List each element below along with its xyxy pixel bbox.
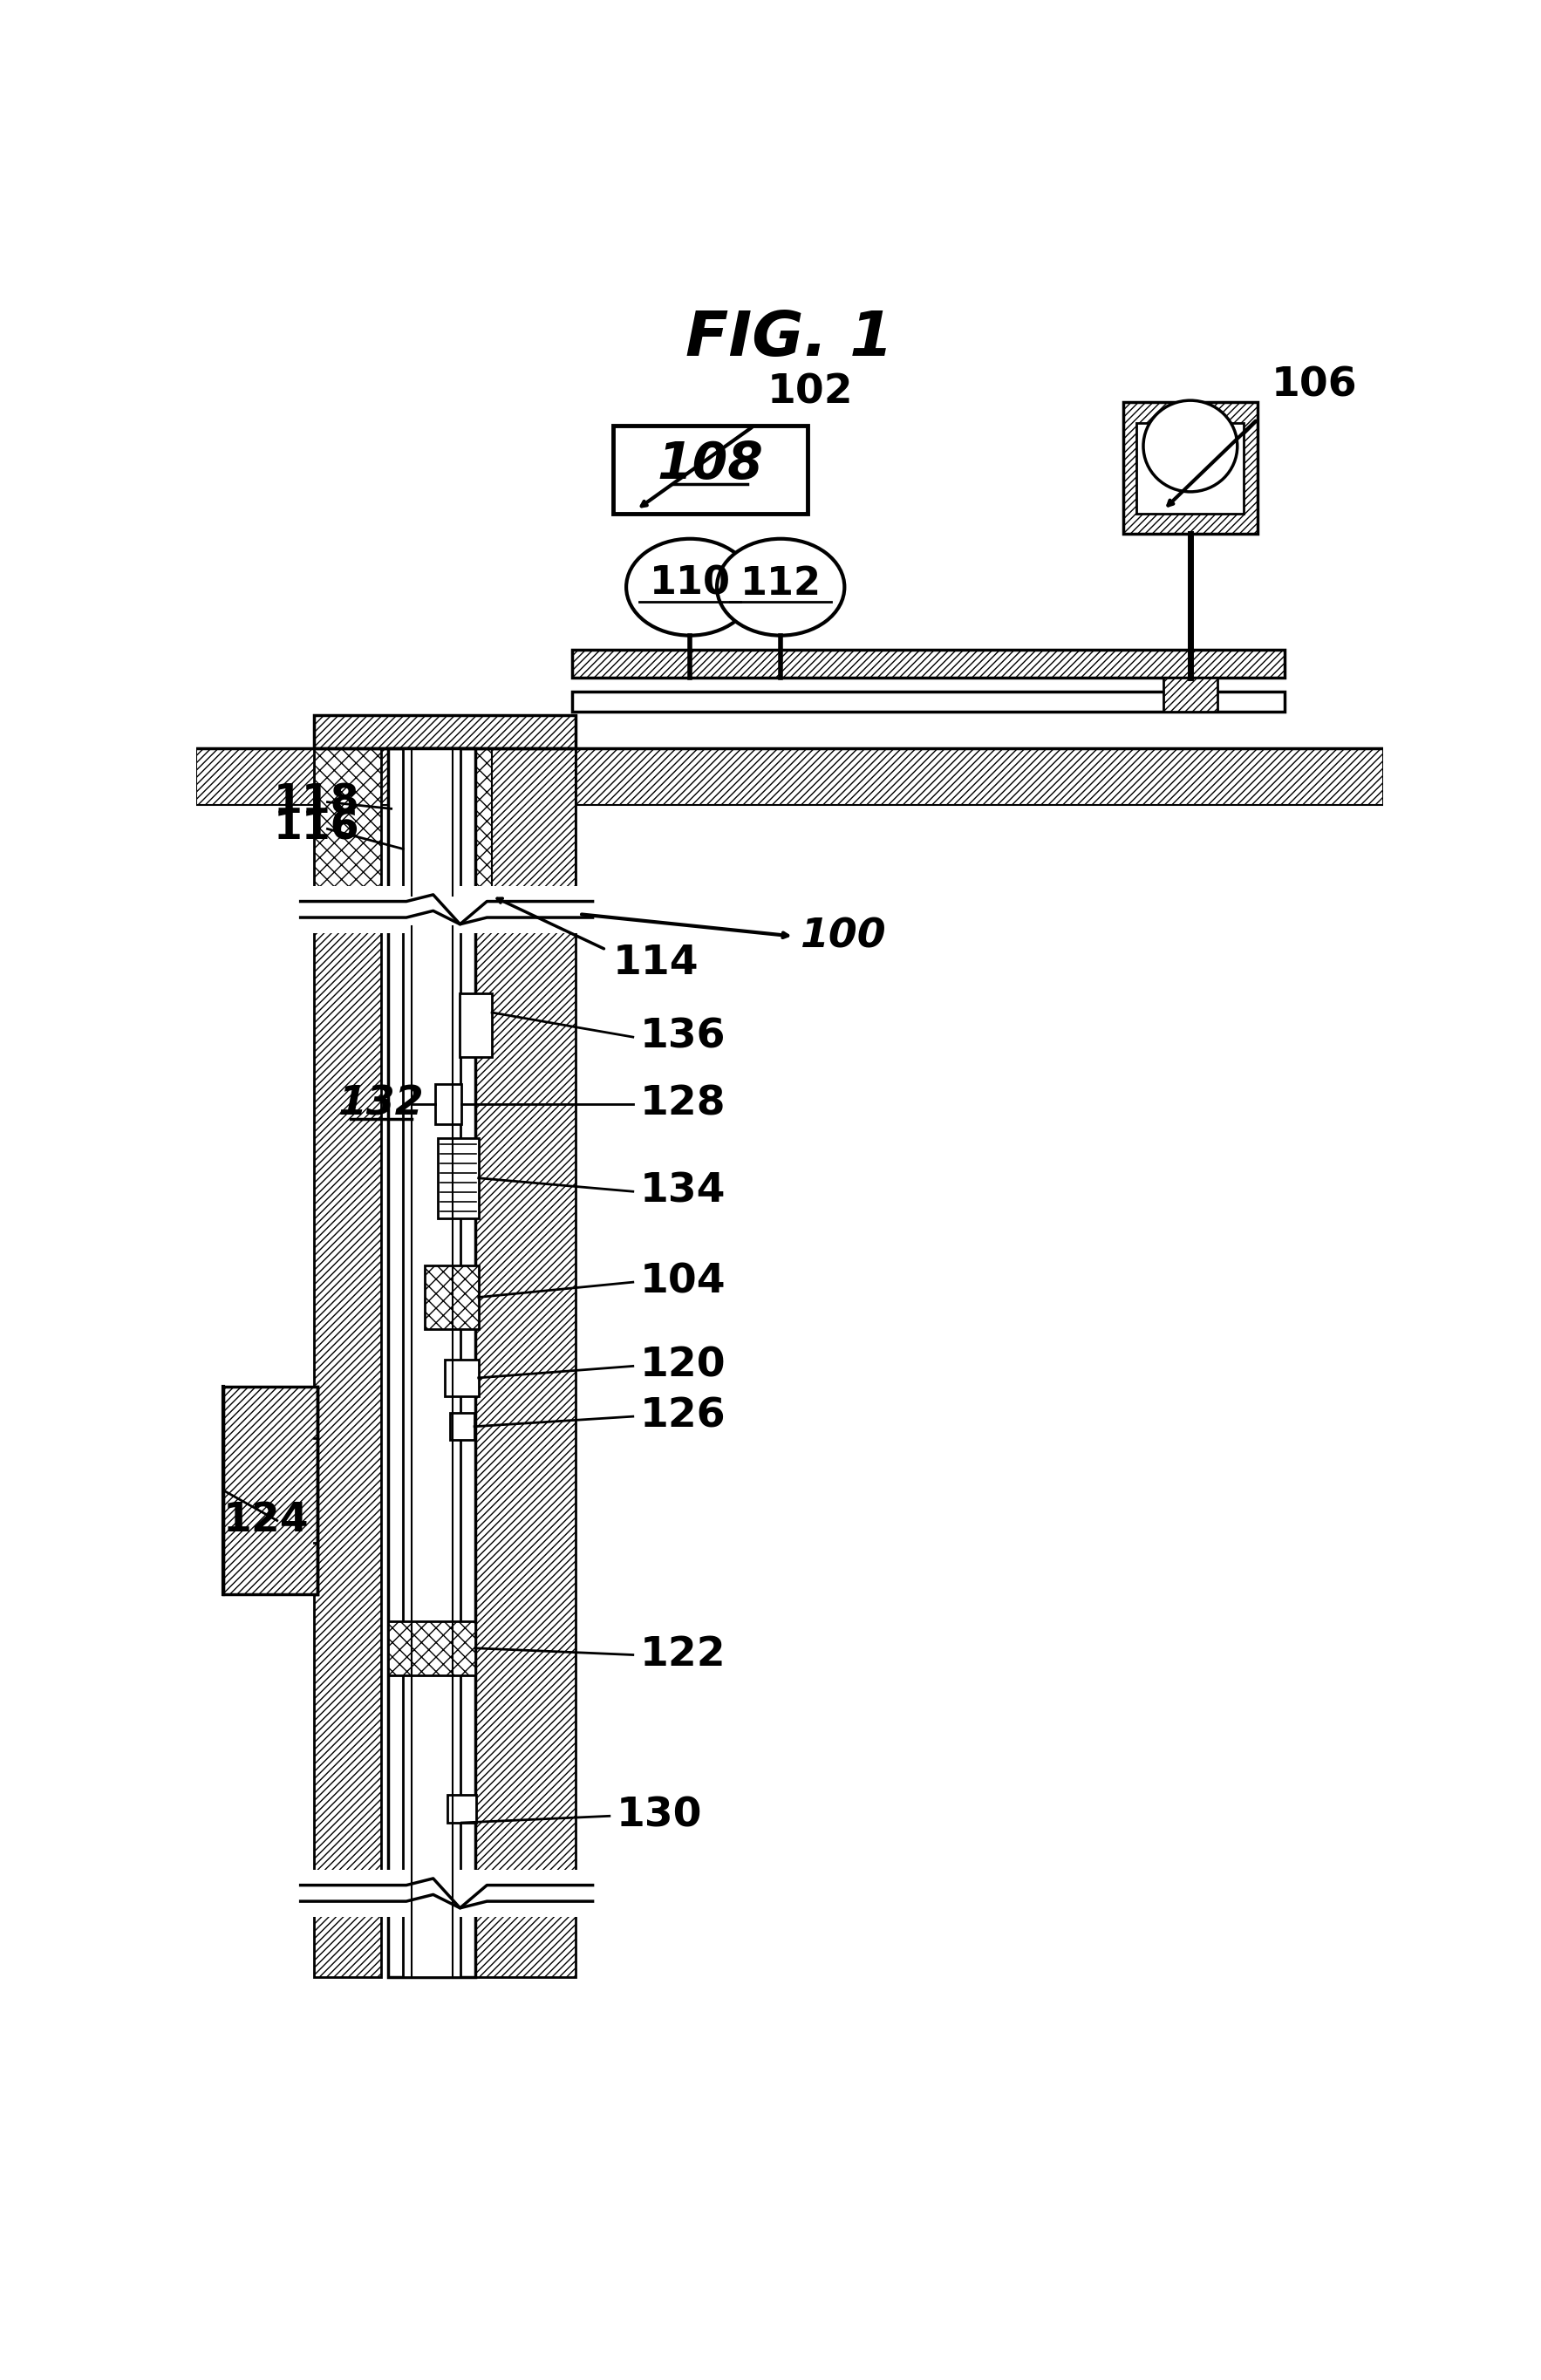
Text: 108: 108 <box>656 440 763 488</box>
Bar <box>459 992 492 1057</box>
Bar <box>404 926 461 1978</box>
Bar <box>223 1385 317 1595</box>
Text: 116: 116 <box>274 809 359 850</box>
Bar <box>438 1138 479 1219</box>
Bar <box>314 926 381 1978</box>
Text: 128: 128 <box>640 1085 726 1123</box>
Text: 112: 112 <box>740 564 821 602</box>
Text: 132: 132 <box>337 1085 424 1123</box>
Bar <box>1137 424 1244 514</box>
Text: 104: 104 <box>640 1261 726 1302</box>
Bar <box>1163 678 1217 712</box>
Text: 106: 106 <box>1271 367 1358 405</box>
Text: FIG. 1: FIG. 1 <box>686 309 894 369</box>
Bar <box>573 747 1384 804</box>
Text: 114: 114 <box>613 942 698 983</box>
Bar <box>294 885 599 933</box>
Text: 134: 134 <box>640 1171 726 1211</box>
Bar <box>314 714 576 747</box>
Bar <box>492 747 576 895</box>
Ellipse shape <box>626 538 754 635</box>
Bar <box>314 747 381 895</box>
Text: 118: 118 <box>274 783 359 821</box>
Text: 100: 100 <box>801 916 888 957</box>
Bar <box>388 747 475 895</box>
Text: 130: 130 <box>616 1797 703 1835</box>
Ellipse shape <box>1143 400 1237 493</box>
Text: 122: 122 <box>640 1635 726 1676</box>
Bar <box>475 747 576 895</box>
Bar <box>573 690 1284 712</box>
Bar <box>447 1795 476 1823</box>
Bar <box>445 1359 479 1397</box>
Text: 102: 102 <box>767 374 854 412</box>
Text: 110: 110 <box>649 564 730 602</box>
Text: 136: 136 <box>640 1016 726 1057</box>
Bar <box>436 1083 461 1123</box>
Bar <box>294 1871 599 1916</box>
Text: 126: 126 <box>640 1397 726 1435</box>
Bar <box>450 1414 475 1440</box>
Bar <box>197 747 566 804</box>
Bar <box>573 650 1284 678</box>
Ellipse shape <box>717 538 844 635</box>
Text: 124: 124 <box>223 1502 310 1540</box>
Bar <box>425 1266 479 1328</box>
Bar <box>1123 402 1257 533</box>
Bar <box>404 747 461 895</box>
Bar <box>613 426 807 514</box>
Bar <box>388 926 475 1978</box>
Text: 120: 120 <box>640 1347 726 1385</box>
Bar <box>388 1621 475 1676</box>
Bar <box>475 926 576 1978</box>
